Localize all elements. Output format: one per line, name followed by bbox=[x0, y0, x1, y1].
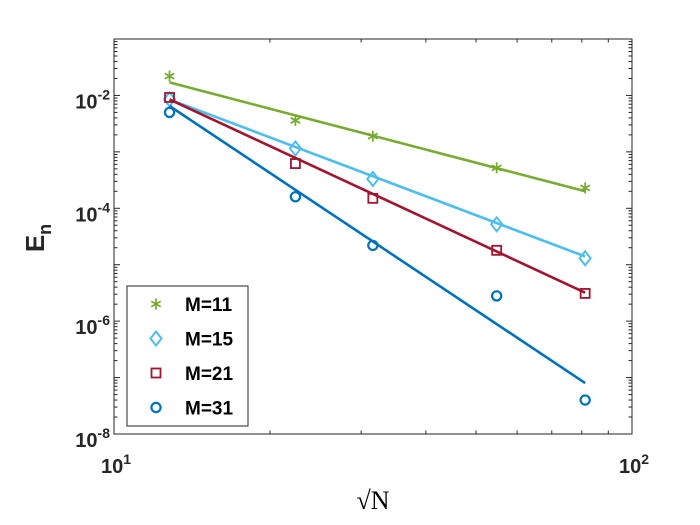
y-tick-label: 10-6 bbox=[75, 312, 110, 339]
marker-stroke bbox=[579, 184, 591, 192]
x-tick-label: 102 bbox=[619, 451, 649, 478]
x-axis-label: √N bbox=[356, 486, 389, 515]
data-point bbox=[367, 239, 379, 252]
marker-shape bbox=[288, 139, 303, 158]
series-m-31 bbox=[163, 104, 591, 406]
legend: M=11 M=15 M=21 M=31 bbox=[126, 285, 249, 427]
series-m-21 bbox=[164, 92, 591, 299]
legend-marker bbox=[150, 298, 162, 310]
marker-shape bbox=[579, 394, 591, 406]
data-point bbox=[367, 130, 379, 142]
data-point bbox=[164, 92, 175, 103]
data-point bbox=[490, 290, 503, 302]
marker-shape bbox=[150, 401, 162, 414]
marker-shape bbox=[366, 170, 380, 188]
marker-shape bbox=[163, 106, 176, 119]
y-axis-label: En bbox=[20, 224, 55, 252]
data-point bbox=[489, 215, 504, 233]
legend-entry: M=11 bbox=[150, 295, 232, 316]
marker-shape bbox=[490, 290, 503, 302]
data-point bbox=[164, 70, 175, 82]
legend-label: M=31 bbox=[185, 399, 233, 420]
marker-stroke bbox=[150, 300, 162, 308]
marker-stroke bbox=[164, 72, 175, 80]
legend-entry: M=15 bbox=[149, 329, 233, 351]
x-tick-label: 101 bbox=[101, 451, 131, 478]
marker-shape bbox=[491, 244, 503, 256]
marker-stroke bbox=[491, 164, 502, 172]
data-point bbox=[367, 192, 379, 204]
y-tick-label: 10-8 bbox=[75, 425, 110, 452]
legend-label: M=11 bbox=[185, 295, 232, 316]
marker-shape bbox=[367, 192, 379, 204]
marker-shape bbox=[150, 367, 162, 379]
marker-stroke bbox=[367, 132, 379, 140]
marker-shape bbox=[289, 191, 302, 203]
marker-stroke bbox=[290, 116, 301, 124]
data-point bbox=[163, 106, 176, 119]
legend-entry: M=21 bbox=[150, 364, 233, 385]
data-point bbox=[491, 162, 502, 174]
axis-ticks: 101 102 10-2 10-4 10-6 10-8 bbox=[75, 39, 649, 478]
marker-shape bbox=[164, 92, 175, 103]
data-point bbox=[290, 158, 301, 169]
data-point bbox=[289, 191, 302, 203]
marker-shape bbox=[290, 158, 301, 169]
legend-label: M=15 bbox=[185, 330, 233, 351]
data-point bbox=[578, 249, 592, 267]
marker-shape bbox=[149, 329, 163, 348]
legend-box bbox=[126, 285, 249, 427]
legend-marker bbox=[150, 401, 162, 414]
legend-label: M=21 bbox=[185, 364, 233, 385]
y-tick-label: 10-4 bbox=[75, 199, 110, 226]
legend-entry: M=31 bbox=[150, 399, 233, 420]
data-point bbox=[491, 244, 503, 256]
data-point bbox=[290, 114, 301, 126]
marker-shape bbox=[578, 249, 592, 267]
legend-marker bbox=[149, 329, 163, 348]
fit-line bbox=[169, 81, 586, 193]
marker-shape bbox=[367, 239, 379, 252]
marker-shape bbox=[579, 288, 591, 299]
data-point bbox=[579, 182, 591, 194]
y-tick-label: 10-2 bbox=[75, 86, 110, 113]
data-point bbox=[288, 139, 303, 158]
marker-shape bbox=[489, 215, 504, 233]
data-point bbox=[579, 394, 591, 406]
data-point bbox=[366, 170, 380, 188]
series-m-11 bbox=[164, 70, 591, 194]
data-point bbox=[579, 288, 591, 299]
legend-marker bbox=[150, 367, 162, 379]
